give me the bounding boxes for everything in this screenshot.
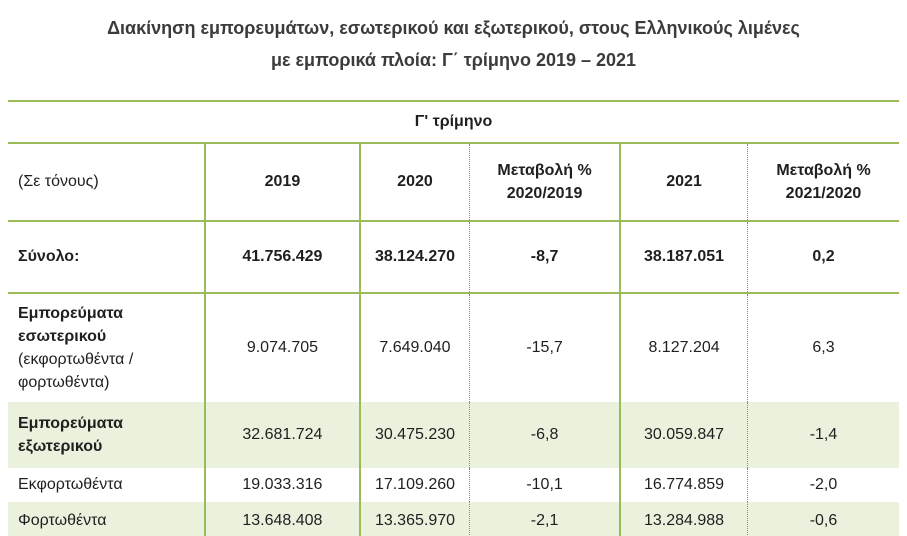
column-header-change-2020-2019: Μεταβολή % 2020/2019 (469, 143, 621, 222)
table-row-domestic-goods: Εμπορεύματα εσωτερικού (εκφορτωθέντα / φ… (8, 293, 899, 402)
freight-table: Γ' τρίμηνο (Σε τόνους) 2019 2020 Μεταβολ… (8, 100, 899, 536)
row-label-main: Εμπορεύματα εσωτερικού (18, 304, 123, 345)
table-cell: 30.059.847 (619, 402, 748, 468)
row-label-note: (εκφορτωθέντα / φορτωθέντα) (18, 351, 134, 392)
title-line-1: Διακίνηση εμπορευμάτων, εσωτερικού και ε… (107, 18, 800, 38)
table-cell: 13.284.988 (619, 502, 748, 536)
column-header-unit: (Σε τόνους) (8, 143, 205, 222)
table-row-foreign-goods: Εμπορεύματα εξωτερικού 32.681.724 30.475… (8, 402, 899, 468)
table-cell: 13.365.970 (358, 502, 470, 536)
table-cell: 32.681.724 (203, 402, 360, 468)
table-row-loaded: Φορτωθέντα 13.648.408 13.365.970 -2,1 13… (8, 502, 899, 536)
row-label-loaded: Φορτωθέντα (8, 502, 205, 536)
table-cell: -6,8 (469, 402, 621, 468)
table-row-column-headers: (Σε τόνους) 2019 2020 Μεταβολή % 2020/20… (8, 143, 899, 222)
table-row-quarter-header: Γ' τρίμηνο (8, 101, 899, 144)
table-cell: 9.074.705 (203, 293, 360, 402)
column-header-2019: 2019 (203, 143, 360, 222)
table-cell: -8,7 (469, 221, 621, 294)
table-cell: 38.187.051 (619, 221, 748, 294)
row-label-total: Σύνολο: (8, 221, 205, 294)
table-cell: 30.475.230 (358, 402, 470, 468)
quarter-header-cell: Γ' τρίμηνο (8, 101, 899, 144)
table-cell: 16.774.859 (619, 468, 748, 502)
column-header-change-2021-2020: Μεταβολή % 2021/2020 (747, 143, 899, 222)
table-cell: -2,1 (469, 502, 621, 536)
table-cell: 19.033.316 (203, 468, 360, 502)
row-label-main: Εμπορεύματα εξωτερικού (18, 414, 123, 455)
table-cell: 7.649.040 (358, 293, 470, 402)
table-cell: -10,1 (469, 468, 621, 502)
title-line-2: με εμπορικά πλοία: Γ΄ τρίμηνο 2019 – 202… (270, 50, 637, 70)
table-cell: 13.648.408 (203, 502, 360, 536)
table-cell: -15,7 (469, 293, 621, 402)
table-cell: -1,4 (747, 402, 899, 468)
table-cell: 41.756.429 (203, 221, 360, 294)
table-row-unloaded: Εκφορτωθέντα 19.033.316 17.109.260 -10,1… (8, 468, 899, 502)
table-cell: -0,6 (747, 502, 899, 536)
table-cell: 0,2 (747, 221, 899, 294)
table-cell: 8.127.204 (619, 293, 748, 402)
row-label-unloaded: Εκφορτωθέντα (18, 476, 123, 494)
document-title: Διακίνηση εμπορευμάτων, εσωτερικού και ε… (0, 12, 907, 76)
freight-table-container: Γ' τρίμηνο (Σε τόνους) 2019 2020 Μεταβολ… (8, 100, 899, 536)
table-cell: 6,3 (747, 293, 899, 402)
column-header-2020: 2020 (358, 143, 470, 222)
table-row-total: Σύνολο: 41.756.429 38.124.270 -8,7 38.18… (8, 221, 899, 294)
row-label-domestic-goods: Εμπορεύματα εσωτερικού (εκφορτωθέντα / φ… (8, 293, 205, 402)
table-cell: 17.109.260 (358, 468, 470, 502)
row-label-foreign-goods: Εμπορεύματα εξωτερικού (8, 402, 205, 468)
column-header-2021: 2021 (619, 143, 748, 222)
table-cell: 38.124.270 (358, 221, 470, 294)
table-cell: -2,0 (747, 468, 899, 502)
